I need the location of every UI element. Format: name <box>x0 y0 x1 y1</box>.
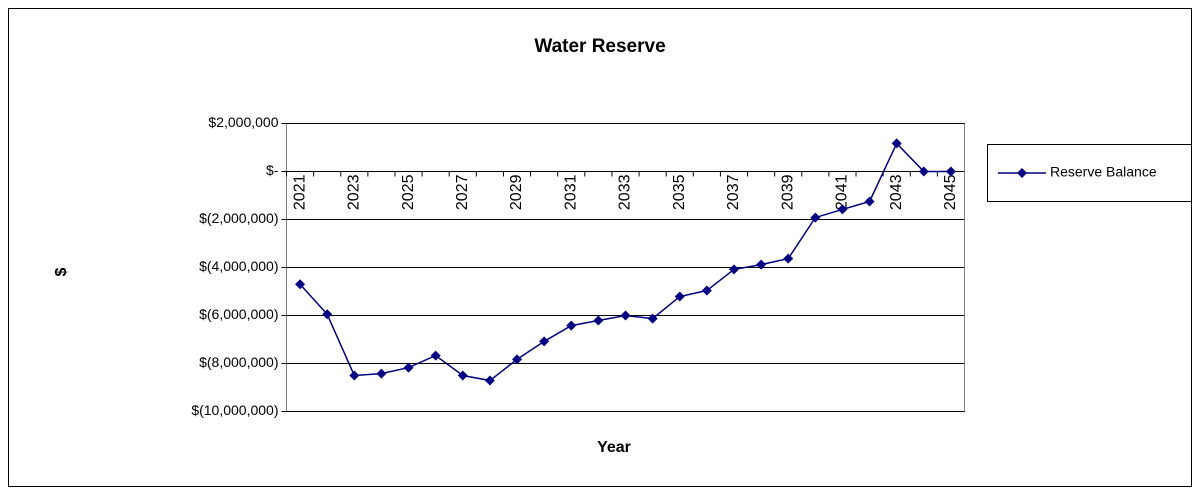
marker <box>403 362 414 373</box>
y-tick-label: $(2,000,000) <box>199 210 278 226</box>
y-tick-label: $(8,000,000) <box>199 354 278 370</box>
x-tick-label: 2045 <box>942 174 959 210</box>
marker <box>376 368 387 379</box>
marker <box>349 370 360 381</box>
marker <box>756 259 767 270</box>
x-tick-label: 2041 <box>834 174 851 210</box>
chart-title: Water Reserve <box>534 36 665 57</box>
marker <box>783 253 794 264</box>
marker <box>701 285 712 296</box>
marker <box>566 320 577 331</box>
x-tick-label: 2027 <box>454 174 471 210</box>
marker <box>512 354 523 365</box>
marker <box>810 212 821 223</box>
legend-marker <box>1017 168 1027 178</box>
marker <box>620 310 631 321</box>
marker <box>322 309 333 320</box>
marker <box>864 196 875 207</box>
marker <box>295 279 306 290</box>
y-tick-label: $(10,000,000) <box>191 402 278 418</box>
y-tick-label: $(4,000,000) <box>199 258 278 274</box>
x-tick-label: 2029 <box>508 174 525 210</box>
marker <box>945 166 956 177</box>
marker <box>918 166 929 177</box>
marker <box>484 375 495 386</box>
x-tick-label: 2035 <box>671 174 688 210</box>
x-tick-label: 2025 <box>400 174 417 210</box>
x-tick-label: 2033 <box>617 174 634 210</box>
marker <box>728 264 739 275</box>
y-axis-label: $ <box>53 267 70 276</box>
x-tick-label: 2021 <box>291 174 308 210</box>
x-tick-label: 2039 <box>779 174 796 210</box>
legend-label: Reserve Balance <box>1050 164 1157 180</box>
marker <box>647 313 658 324</box>
y-tick-label: $(6,000,000) <box>199 306 278 322</box>
marker <box>674 291 685 302</box>
marker <box>891 138 902 149</box>
y-tick-label: $- <box>266 162 279 178</box>
marker <box>457 370 468 381</box>
marker <box>593 315 604 326</box>
x-tick-label: 2023 <box>346 174 363 210</box>
x-axis-label: Year <box>597 439 631 456</box>
marker <box>430 350 441 361</box>
marker <box>539 336 550 347</box>
x-tick-label: 2031 <box>562 174 579 210</box>
y-tick-label: $2,000,000 <box>208 114 278 130</box>
x-tick-label: 2037 <box>725 174 742 210</box>
x-tick-label: 2043 <box>888 174 905 210</box>
chart-frame <box>8 8 1192 487</box>
marker <box>837 204 848 215</box>
